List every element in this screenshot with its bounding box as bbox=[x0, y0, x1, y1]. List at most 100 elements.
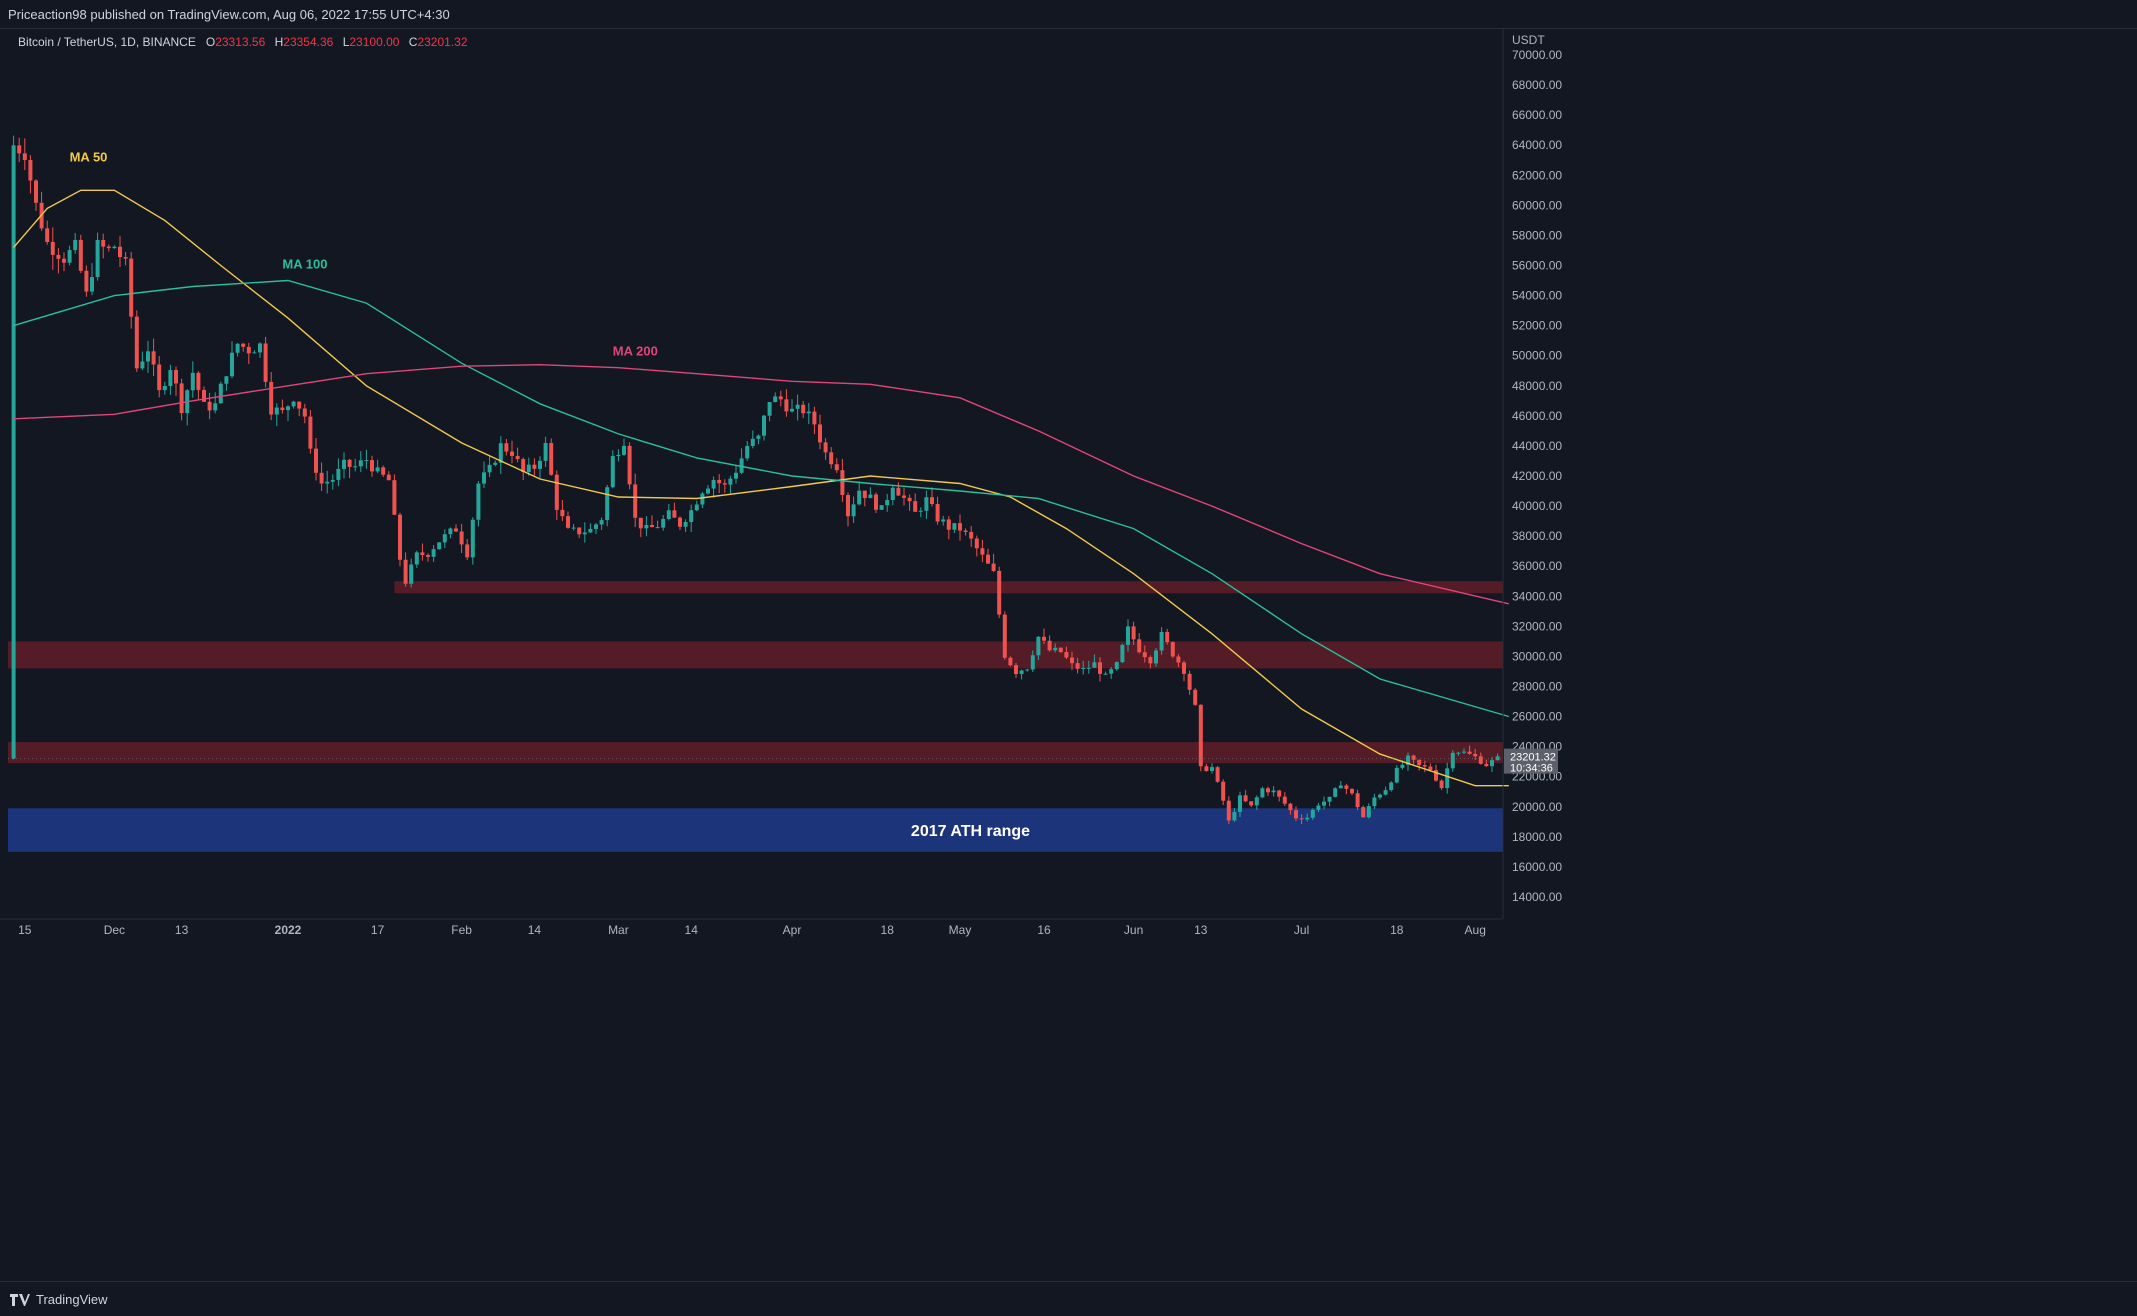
candle-body bbox=[1215, 767, 1220, 782]
price-tick-label: 32000.00 bbox=[1512, 619, 1562, 633]
candle-body bbox=[790, 408, 794, 412]
candle-body bbox=[678, 517, 682, 527]
candle-body bbox=[224, 376, 229, 384]
zones-layer: 2017 ATH range bbox=[8, 581, 1503, 852]
price-axis[interactable]: USDT14000.0016000.0018000.0020000.002200… bbox=[8, 28, 1562, 919]
candle-body bbox=[1042, 636, 1046, 641]
candle-body bbox=[22, 153, 27, 160]
time-tick-label: 15 bbox=[18, 923, 32, 937]
candle-body bbox=[302, 408, 307, 417]
candle-body bbox=[616, 454, 621, 457]
candle-body bbox=[711, 479, 716, 489]
candle-body bbox=[946, 519, 951, 530]
candle-body bbox=[683, 522, 688, 527]
price-chart[interactable]: 2017 ATH range MA 50 MA 100 MA 200 USDT 140… bbox=[0, 0, 2137, 1281]
candle-body bbox=[582, 532, 587, 535]
candle-body bbox=[823, 442, 828, 453]
candle-body bbox=[1411, 755, 1416, 760]
candle-body bbox=[168, 370, 173, 386]
candle-body bbox=[896, 487, 901, 496]
candle-body bbox=[918, 510, 923, 512]
candle-body bbox=[470, 519, 475, 558]
candle-body bbox=[913, 501, 918, 512]
candle-body bbox=[795, 404, 800, 409]
candle-body bbox=[375, 467, 380, 472]
candle-body bbox=[364, 460, 369, 462]
time-tick-label: Dec bbox=[104, 923, 125, 937]
candle-body bbox=[56, 254, 61, 259]
candle-body bbox=[834, 464, 839, 471]
candle-body bbox=[1148, 657, 1153, 664]
candle-body bbox=[969, 531, 974, 539]
candle-body bbox=[442, 534, 447, 543]
candle-body bbox=[1008, 657, 1013, 666]
zone-resistance-30k bbox=[8, 641, 1503, 669]
tradingview-logo[interactable]: TradingView bbox=[10, 1292, 108, 1307]
candle-body bbox=[694, 504, 699, 511]
ma-line-ma200 bbox=[13, 363, 1509, 605]
candle-body bbox=[963, 530, 968, 532]
candle-body bbox=[353, 466, 358, 468]
price-tick-label: 66000.00 bbox=[1512, 108, 1562, 122]
time-tick-label: 2022 bbox=[275, 923, 302, 937]
candle-body bbox=[1266, 788, 1270, 793]
candle-body bbox=[879, 505, 884, 510]
candle-body bbox=[34, 180, 38, 203]
candle-body bbox=[1098, 662, 1102, 674]
candle-body bbox=[1058, 647, 1063, 653]
candle-body bbox=[980, 548, 985, 555]
candle-body bbox=[1176, 656, 1181, 663]
price-tick-label: 30000.00 bbox=[1512, 649, 1562, 663]
candle-body bbox=[717, 479, 722, 484]
time-tick-label: Jul bbox=[1294, 923, 1309, 937]
candle-body bbox=[818, 424, 822, 443]
candle-body bbox=[644, 524, 649, 529]
candle-body bbox=[756, 435, 761, 439]
candle-body bbox=[1254, 797, 1259, 806]
candle-body bbox=[1478, 756, 1483, 764]
candle-body bbox=[459, 531, 464, 545]
candle-body bbox=[465, 544, 470, 558]
candle-body bbox=[336, 468, 341, 480]
candle-body bbox=[398, 514, 402, 560]
candle-body bbox=[1165, 631, 1170, 643]
candle-body bbox=[1030, 655, 1035, 670]
price-tick-label: 26000.00 bbox=[1512, 710, 1562, 724]
candle-body bbox=[358, 460, 363, 467]
time-tick-label: Apr bbox=[783, 923, 802, 937]
candle-body bbox=[314, 448, 318, 473]
time-tick-label: 18 bbox=[881, 923, 895, 937]
candle-body bbox=[1406, 755, 1410, 765]
candle-body bbox=[588, 528, 593, 533]
candle-body bbox=[1002, 614, 1007, 658]
moving-averages-layer bbox=[13, 189, 1509, 787]
time-axis[interactable]: 15 Dec 13 2022 17 Feb 14 Mar 14 Apr 18 May 16 Jun 13 Ju… bbox=[0, 918, 1503, 937]
candle-body bbox=[235, 343, 240, 353]
candle-body bbox=[1372, 797, 1377, 807]
candle-body bbox=[1014, 665, 1018, 675]
price-tick-label: 44000.00 bbox=[1512, 439, 1562, 453]
price-tick-label: 40000.00 bbox=[1512, 499, 1562, 513]
candle-body bbox=[594, 524, 598, 529]
candle-body bbox=[885, 500, 890, 506]
candle-body bbox=[1484, 763, 1489, 767]
time-tick-label: May bbox=[949, 923, 972, 937]
candle-body bbox=[1495, 756, 1500, 761]
candle-body bbox=[1103, 673, 1108, 675]
candle-body bbox=[1366, 806, 1371, 818]
candle-body bbox=[1389, 782, 1394, 791]
price-axis-unit: USDT bbox=[1512, 33, 1545, 47]
price-tick-label: 16000.00 bbox=[1512, 860, 1562, 874]
candle-body bbox=[1210, 767, 1214, 772]
candle-body bbox=[868, 494, 873, 499]
candle-body bbox=[269, 381, 274, 415]
candle-body bbox=[1271, 790, 1276, 793]
candle-body bbox=[991, 563, 996, 571]
candle-body bbox=[1025, 669, 1030, 671]
price-tick-label: 52000.00 bbox=[1512, 319, 1562, 333]
candle-body bbox=[1428, 766, 1433, 771]
candle-body bbox=[1333, 788, 1338, 797]
time-tick-label: 13 bbox=[1194, 923, 1208, 937]
candle-body bbox=[241, 343, 246, 347]
high-value: 23354.36 bbox=[283, 35, 334, 49]
